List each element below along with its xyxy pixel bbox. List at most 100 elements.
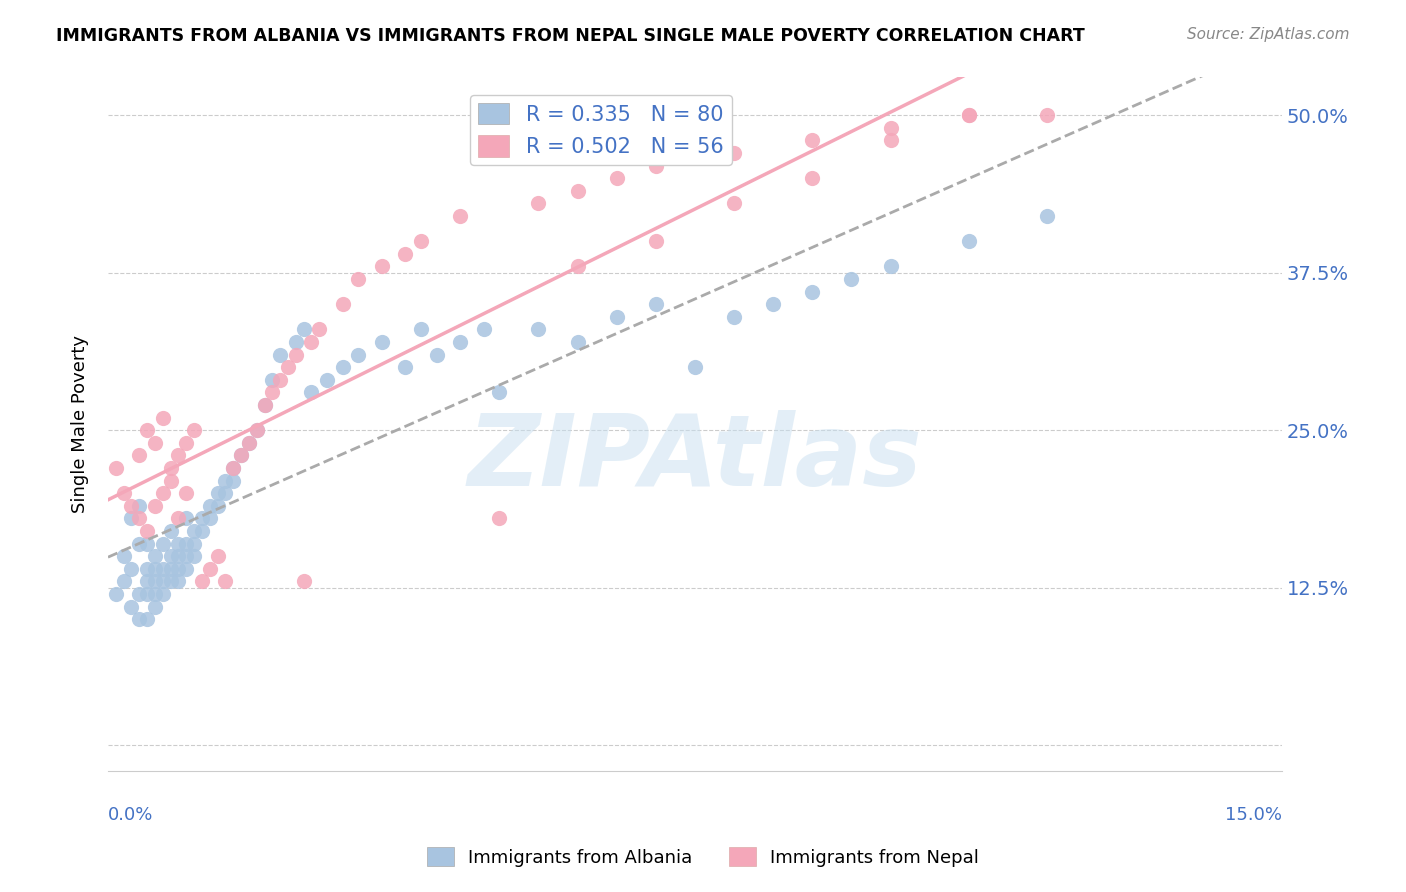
Point — [222, 461, 245, 475]
Point — [567, 184, 589, 198]
Point — [222, 474, 245, 488]
Point — [301, 334, 323, 349]
Point — [262, 385, 284, 400]
Legend: Immigrants from Albania, Immigrants from Nepal: Immigrants from Albania, Immigrants from… — [419, 840, 987, 874]
Point — [104, 587, 127, 601]
Point — [879, 133, 901, 147]
Point — [174, 562, 197, 576]
Point — [269, 373, 291, 387]
Point — [253, 398, 276, 412]
Point — [183, 537, 205, 551]
Point — [159, 461, 181, 475]
Legend: R = 0.335   N = 80, R = 0.502   N = 56: R = 0.335 N = 80, R = 0.502 N = 56 — [470, 95, 733, 165]
Point — [284, 348, 307, 362]
Text: Source: ZipAtlas.com: Source: ZipAtlas.com — [1187, 27, 1350, 42]
Point — [152, 574, 174, 589]
Point — [409, 322, 432, 336]
Point — [121, 562, 143, 576]
Text: IMMIGRANTS FROM ALBANIA VS IMMIGRANTS FROM NEPAL SINGLE MALE POVERTY CORRELATION: IMMIGRANTS FROM ALBANIA VS IMMIGRANTS FR… — [56, 27, 1085, 45]
Point — [332, 297, 354, 311]
Point — [159, 562, 181, 576]
Point — [136, 524, 159, 538]
Point — [449, 334, 471, 349]
Text: 0.0%: 0.0% — [108, 805, 153, 824]
Point — [121, 499, 143, 513]
Point — [723, 146, 745, 161]
Point — [606, 171, 628, 186]
Point — [1036, 108, 1059, 122]
Point — [128, 511, 150, 525]
Point — [723, 196, 745, 211]
Point — [183, 423, 205, 437]
Point — [229, 449, 252, 463]
Point — [347, 272, 370, 286]
Point — [136, 537, 159, 551]
Point — [527, 322, 550, 336]
Point — [143, 436, 166, 450]
Point — [174, 537, 197, 551]
Point — [167, 549, 190, 564]
Point — [246, 423, 269, 437]
Point — [128, 499, 150, 513]
Point — [214, 474, 236, 488]
Point — [292, 574, 315, 589]
Point — [488, 511, 510, 525]
Point — [191, 524, 214, 538]
Point — [143, 562, 166, 576]
Point — [957, 234, 980, 248]
Point — [644, 234, 666, 248]
Point — [174, 436, 197, 450]
Point — [159, 474, 181, 488]
Point — [841, 272, 863, 286]
Point — [238, 436, 260, 450]
Point — [143, 499, 166, 513]
Point — [112, 486, 135, 500]
Point — [207, 549, 229, 564]
Point — [394, 360, 416, 375]
Point — [128, 587, 150, 601]
Point — [174, 486, 197, 500]
Point — [128, 612, 150, 626]
Point — [409, 234, 432, 248]
Point — [567, 260, 589, 274]
Point — [167, 574, 190, 589]
Point — [801, 133, 824, 147]
Point — [143, 574, 166, 589]
Point — [957, 108, 980, 122]
Point — [152, 587, 174, 601]
Point — [426, 348, 449, 362]
Text: 15.0%: 15.0% — [1225, 805, 1282, 824]
Point — [567, 334, 589, 349]
Point — [488, 385, 510, 400]
Point — [801, 285, 824, 299]
Point — [191, 574, 214, 589]
Point — [394, 247, 416, 261]
Point — [183, 524, 205, 538]
Point — [159, 549, 181, 564]
Point — [136, 423, 159, 437]
Point — [253, 398, 276, 412]
Y-axis label: Single Male Poverty: Single Male Poverty — [72, 335, 89, 513]
Point — [723, 310, 745, 324]
Point — [347, 348, 370, 362]
Point — [207, 499, 229, 513]
Point — [167, 562, 190, 576]
Point — [159, 524, 181, 538]
Point — [229, 449, 252, 463]
Point — [174, 549, 197, 564]
Point — [159, 574, 181, 589]
Point — [472, 322, 495, 336]
Text: ZIPAtlas: ZIPAtlas — [468, 410, 922, 508]
Point — [879, 120, 901, 135]
Point — [683, 360, 706, 375]
Point — [214, 486, 236, 500]
Point — [879, 260, 901, 274]
Point — [174, 511, 197, 525]
Point — [301, 385, 323, 400]
Point — [136, 574, 159, 589]
Point — [121, 599, 143, 614]
Point — [606, 310, 628, 324]
Point — [104, 461, 127, 475]
Point — [152, 537, 174, 551]
Point — [277, 360, 299, 375]
